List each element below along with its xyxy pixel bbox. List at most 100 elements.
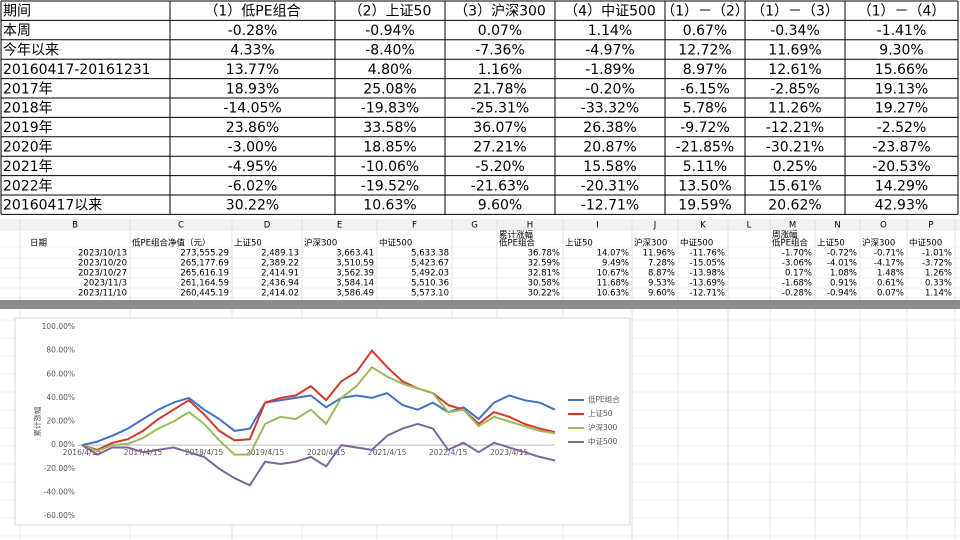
y-tick-label: 60.00% [46,369,75,378]
column-letter: L [747,221,752,231]
table-cell: 5.11% [683,159,727,175]
sheet-cell: 0.61% [877,279,904,289]
table-cell: -14.05% [223,101,281,117]
sheet-cell: 3,510.59 [336,259,374,269]
sheet-cell: 10.63% [597,289,629,299]
y-tick-label: -40.00% [44,487,75,496]
table-cell: -20.31% [581,178,639,194]
table-cell: -30.21% [766,140,824,156]
table-cell: 12.72% [678,43,731,59]
sheet-cell: 2023/11/3 [83,279,127,289]
table-cell: 33.58% [363,120,416,136]
table-cell: 1.14% [588,23,632,39]
table-cell: 2017年 [3,81,53,97]
sheet-cell: 2023/10/20 [78,259,127,269]
table-cell: -8.40% [365,43,415,59]
y-tick-label: 40.00% [46,393,75,402]
sheet-cell: 2,414.02 [261,289,299,299]
series-line [81,366,556,456]
table-cell: -2.52% [877,120,927,136]
sheet-cell: 8.87% [648,269,675,279]
sheet-cell: 1.26% [925,269,952,279]
y-tick-label: 0.00% [51,440,75,449]
sheet-header: 日期 [30,239,47,249]
table-cell: （1）－（3） [751,4,839,20]
table-cell: -19.52% [361,178,419,194]
sheet-header: 沪深300 [862,238,895,249]
sheet-cell: 5,510.36 [411,279,449,289]
table-cell: 23.86% [226,120,279,136]
table-cell: -0.20% [585,81,635,97]
column-letter: M [789,221,796,231]
series-line [81,349,556,451]
sheet-cell: -1.68% [782,279,812,289]
sheet-cell: 0.33% [925,279,952,289]
column-letter: C [178,221,184,231]
y-axis-title: 累计涨幅 [32,406,42,436]
sheet-cell: 9.53% [648,279,675,289]
column-header-bar [0,219,960,230]
table-cell: 0.07% [478,23,522,39]
column-letter: P [928,221,933,231]
table-cell: 本周 [3,23,31,39]
sheet-cell: 261,164.59 [180,279,229,289]
table-cell: （1）－（4） [858,4,946,20]
y-tick-label: -60.00% [44,511,75,520]
sheet-cell: 10.67% [597,269,629,279]
sheet-header: 上证50 [817,239,845,249]
sheet-cell: -15.05% [690,259,725,269]
column-letter: J [653,221,657,231]
table-cell: 2018年 [3,101,53,117]
table-cell: 10.63% [363,198,416,214]
table-cell: 26.38% [583,120,636,136]
sheet-cell: 32.59% [528,259,560,269]
column-letter: N [834,221,840,231]
sheet-header: 沪深300 [304,238,337,249]
x-tick-label: 2021/4/15 [368,448,407,457]
table-cell: -12.21% [766,120,824,136]
table-cell: -5.20% [475,159,525,175]
table-cell: 19.59% [678,198,731,214]
sheet-cell: 273,555.29 [180,249,229,259]
y-tick-label: -20.00% [44,464,75,473]
legend-label: 中证500 [588,436,618,446]
y-tick-label: 20.00% [46,417,75,426]
table-cell: -9.72% [680,120,730,136]
table-cell: -20.53% [872,159,930,175]
sheet-cell: 30.58% [528,279,560,289]
sheet-cell: -11.76% [690,249,725,259]
table-cell: -1.89% [585,62,635,78]
sheet-cell: 5,573.10 [411,289,449,299]
sheet-cell: 2,489.13 [261,249,299,259]
sheet-header: 低PE组合 [499,238,535,249]
table-cell: 20.87% [583,140,636,156]
sheet-header: 沪深300 [634,238,667,249]
table-cell: -23.87% [872,140,930,156]
table-cell: （1）－（2） [661,4,749,20]
sheet-cell: -1.01% [922,249,952,259]
sheet-cell: 7.28% [648,259,675,269]
table-cell: -19.83% [361,101,419,117]
column-letter: K [700,221,706,231]
table-cell: 12.61% [768,62,821,78]
table-cell: -10.06% [361,159,419,175]
sheet-header: 中证500 [680,238,713,249]
series-line [81,422,556,487]
sheet-cell: -4.17% [874,259,904,269]
sheet-cell: 3,562.39 [336,269,374,279]
table-cell: -21.85% [676,140,734,156]
table-cell: 2021年 [3,159,53,175]
legend-label: 上证50 [588,409,613,418]
table-cell: （1）低PE组合 [204,4,300,20]
table-cell: -4.95% [228,159,278,175]
column-letter: B [72,221,78,231]
table-cell: 21.78% [473,81,526,97]
sheet-cell: 2023/10/13 [78,249,127,259]
table-cell: -4.97% [585,43,635,59]
column-letter: D [264,221,271,231]
table-cell: 2022年 [3,178,53,194]
sheet-cell: 260,445.19 [180,289,229,299]
table-cell: 1.16% [478,62,522,78]
table-cell: 27.21% [473,140,526,156]
table-cell: -0.28% [228,23,278,39]
